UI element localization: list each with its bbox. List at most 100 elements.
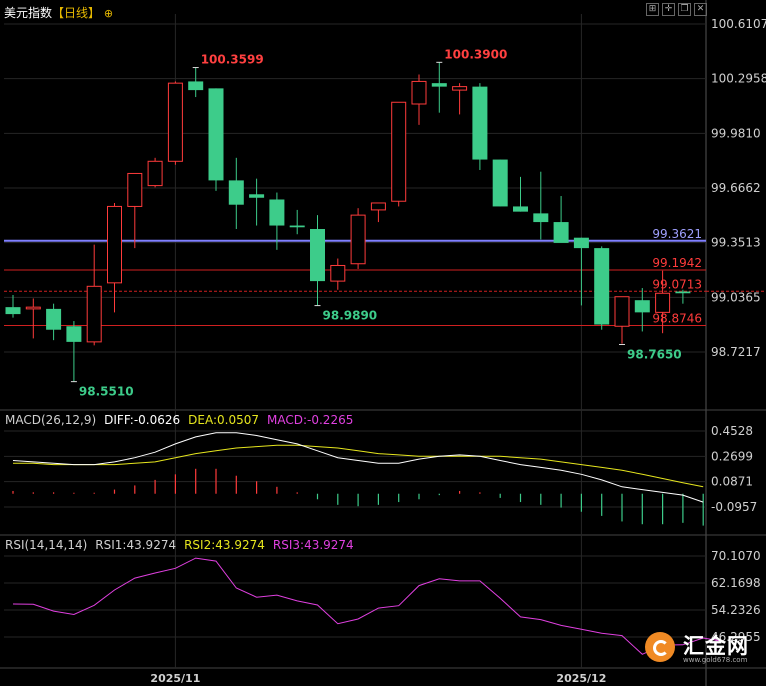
candle — [533, 171, 549, 240]
candle-body — [167, 82, 183, 162]
candle-body — [655, 292, 671, 313]
close-icon[interactable]: ✕ — [694, 3, 707, 16]
candle — [472, 83, 488, 170]
zoom-icon[interactable]: ⊕ — [103, 7, 114, 20]
macd-legend-item: MACD(26,12,9) — [5, 413, 96, 427]
candle — [573, 237, 589, 306]
reference-line-label: 99.1942 — [652, 256, 702, 270]
y-tick-label: 54.2326 — [711, 603, 761, 617]
candle — [46, 303, 62, 341]
candle — [269, 192, 285, 250]
y-tick-label: 100.2958 — [711, 72, 766, 86]
watermark-name: 汇金网 — [683, 634, 749, 658]
y-tick-label: 0.4528 — [711, 424, 753, 438]
candle-body — [634, 300, 650, 313]
extreme-label: 98.7650 — [627, 347, 682, 361]
candle-body — [350, 214, 366, 265]
candle — [107, 202, 122, 313]
candle — [330, 258, 346, 290]
macd-legend-item: MACD:-0.2265 — [267, 413, 353, 427]
candle — [431, 62, 447, 113]
candle — [391, 101, 407, 207]
candle — [208, 88, 224, 191]
candle-body — [25, 306, 41, 310]
candle-body — [533, 213, 549, 223]
candle-body — [330, 264, 346, 282]
candle — [634, 288, 650, 332]
candle — [310, 215, 325, 306]
y-tick-label: 0.0871 — [711, 475, 753, 489]
crosshair-icon[interactable]: ✛ — [662, 3, 675, 16]
period-label[interactable]: 【日线】 — [52, 6, 101, 20]
candle — [167, 81, 183, 165]
reference-line-label: 98.8746 — [652, 311, 702, 325]
rsi-legend-item: RSI1:43.9274 — [95, 538, 176, 552]
candle-body — [107, 205, 122, 284]
logo-icon — [645, 632, 675, 662]
candle — [127, 172, 143, 249]
candle-body — [553, 222, 569, 243]
rsi-legend-item: RSI3:43.9274 — [273, 538, 354, 552]
instrument-name: 美元指数 — [4, 6, 53, 20]
chart-title: 美元指数【日线】 ⊕ — [4, 4, 113, 21]
candle — [350, 208, 366, 269]
candle — [513, 176, 528, 212]
candle-body — [431, 83, 447, 87]
candle-body — [269, 199, 285, 226]
candle — [411, 74, 427, 125]
candle-body — [127, 172, 143, 207]
candle — [594, 246, 610, 330]
x-tick-label: 2025/12 — [556, 672, 606, 685]
candle-body — [289, 225, 305, 228]
candle — [147, 157, 163, 188]
y-tick-label: 99.6662 — [711, 181, 761, 195]
candle-body — [228, 180, 244, 205]
y-tick-label: 70.1070 — [711, 549, 761, 563]
candle — [289, 209, 305, 235]
candle — [25, 298, 41, 339]
macd-legend-item: DIFF:-0.0626 — [104, 413, 180, 427]
rsi-legend-item: RSI(14,14,14) — [5, 538, 87, 552]
extreme-label: 100.3900 — [444, 47, 507, 61]
candle-body — [492, 159, 508, 207]
y-tick-label: 98.7217 — [711, 345, 761, 359]
extreme-label: 98.5510 — [79, 385, 134, 399]
rsi-line — [12, 557, 724, 655]
candle-body — [249, 194, 265, 198]
watermark-url: www.gold678.com — [683, 656, 748, 664]
reference-line-label: 99.0713 — [652, 277, 702, 291]
candle-body — [86, 285, 102, 343]
candle-body — [391, 101, 407, 202]
candle — [614, 296, 630, 344]
rsi-legend-item: RSI2:43.9274 — [184, 538, 265, 552]
candle — [675, 289, 691, 304]
y-tick-label: 99.3513 — [711, 236, 761, 250]
watermark-logo: 汇金网 www.gold678.com — [645, 630, 755, 666]
candle-body — [614, 296, 630, 327]
candle-body — [452, 86, 468, 91]
candle — [370, 202, 386, 223]
grid-icon[interactable]: ⊞ — [646, 3, 659, 16]
y-tick-label: 100.6107 — [711, 17, 766, 31]
y-tick-label: -0.0957 — [711, 500, 757, 514]
candle-body — [675, 291, 691, 294]
candle-body — [472, 86, 488, 160]
restore-icon[interactable]: ❐ — [678, 3, 691, 16]
candle-body — [5, 307, 21, 315]
candle-body — [66, 326, 82, 342]
y-tick-label: 0.2699 — [711, 449, 753, 463]
candle-body — [46, 308, 62, 330]
candle — [5, 294, 21, 318]
extreme-label: 98.9890 — [323, 309, 378, 323]
extreme-label: 100.3599 — [201, 53, 264, 67]
macd-legend-item: DEA:0.0507 — [188, 413, 259, 427]
candle-body — [411, 80, 427, 105]
dea-line — [13, 444, 704, 488]
candle — [452, 83, 468, 115]
candle — [655, 270, 671, 334]
candle — [86, 244, 102, 346]
candle-body — [594, 248, 610, 325]
candle-body — [310, 229, 325, 282]
candle-body — [573, 237, 589, 249]
